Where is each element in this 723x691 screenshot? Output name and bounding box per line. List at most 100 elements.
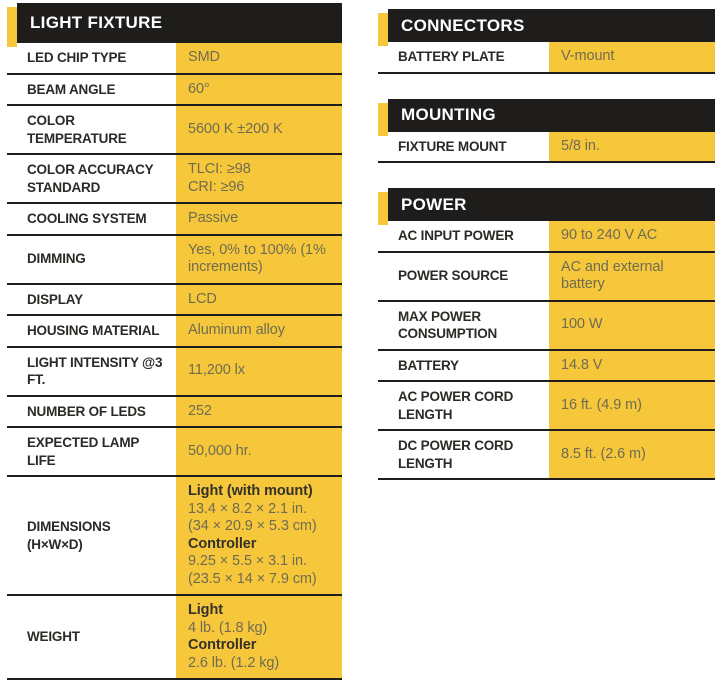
spec-value-line: Passive (188, 210, 239, 226)
spec-value-line: Aluminum alloy (188, 322, 285, 338)
spec-value-cell: 100 W (549, 301, 715, 349)
spec-value-cell: LCD (176, 284, 342, 314)
spec-value-cell: Passive (176, 204, 342, 234)
spec-label-cell: DIMENSIONS (H×W×D) (7, 477, 176, 594)
spec-value-line: V-mount (561, 48, 615, 64)
spec-value-line: 2.6 lb. (1.2 kg) (188, 654, 280, 671)
header-accent-tab (378, 192, 388, 225)
header-accent-tab (378, 13, 388, 46)
spec-row: COOLING SYSTEM Passive (7, 204, 342, 236)
spec-row: FIXTURE MOUNT 5/8 in. (378, 131, 715, 163)
spec-table-power: POWER AC INPUT POWER 90 to 240 V AC POWER S… (378, 188, 715, 480)
spec-value-cell: Yes, 0% to 100% (1% increments) (176, 235, 342, 283)
spec-value-cell: 11,200 lx (176, 347, 342, 395)
spec-row: POWER SOURCE AC and external battery (378, 252, 715, 302)
spec-value-cell: Light 4 lb. (1.8 kg) Controller 2.6 lb. (1.… (176, 596, 342, 678)
spec-label-cell: BATTERY (378, 350, 549, 380)
spec-value-line: Yes, 0% to 100% (1% increments) (188, 241, 326, 276)
spec-table-light-fixture: LIGHT FIXTURE LED CHIP TYPE SMD BEAM ANGLE 6… (7, 3, 342, 680)
spec-value-cell: TLCI: ≥98 CRI: ≥96 (176, 155, 342, 202)
spec-value-cell: AC and external battery (549, 252, 715, 300)
spec-value-line: Controller (188, 535, 257, 552)
spec-row: BATTERY 14.8 V (378, 350, 715, 382)
spec-value-line: Light (188, 602, 223, 618)
spec-value-cell: 252 (176, 396, 342, 426)
spec-row: DC POWER CORD LENGTH 8.5 ft. (2.6 m) (378, 431, 715, 480)
spec-value-line: (23.5 × 14 × 7.9 cm) (188, 570, 317, 587)
spec-row: EXPECTED LAMP LIFE 50,000 hr. (7, 428, 342, 477)
spec-table-mounting: MOUNTING FIXTURE MOUNT 5/8 in. (378, 98, 715, 163)
spec-row: DIMMING Yes, 0% to 100% (1% increments) (7, 235, 342, 285)
spec-value-line: AC and external battery (561, 258, 664, 293)
spec-value-cell: 90 to 240 V AC (549, 221, 715, 251)
header-accent-tab (378, 102, 388, 136)
spec-value-line: 8.5 ft. (2.6 m) (561, 445, 646, 462)
spec-row: LIGHT INTENSITY @3 FT. 11,200 lx (7, 347, 342, 397)
spec-value-cell: V-mount (549, 42, 715, 72)
section-header-mounting: MOUNTING (378, 98, 715, 136)
spec-value-line: (34 × 20.9 × 5.3 cm) (188, 518, 317, 534)
spec-value-line: 11,200 lx (188, 362, 245, 379)
spec-row: DIMENSIONS (H×W×D) Light (with mount) 13.4… (7, 477, 342, 596)
spec-label-cell: WEIGHT (7, 596, 176, 678)
spec-value-line: 100 W (561, 316, 603, 333)
section-header-power: POWER (378, 188, 715, 225)
spec-row: BEAM ANGLE 60° (7, 74, 342, 106)
spec-row: AC POWER CORD LENGTH 16 ft. (4.9 m) (378, 382, 715, 431)
spec-row: MAX POWER CONSUMPTION 100 W (378, 301, 715, 351)
spec-label-cell: AC INPUT POWER (378, 221, 549, 251)
spec-value-cell: Light (with mount) 13.4 × 8.2 × 2.1 in. (3… (176, 477, 342, 594)
spec-row: COLOR ACCURACY STANDARD TLCI: ≥98 CRI: ≥96 (7, 155, 342, 204)
spec-row: WEIGHT Light 4 lb. (1.8 kg) Controller 2.6 l… (7, 596, 342, 680)
spec-value-line: 5600 K ±200 K (188, 120, 283, 137)
spec-value-line: CRI: ≥96 (188, 178, 245, 195)
spec-label-cell: AC POWER CORD LENGTH (378, 382, 549, 429)
spec-value-line: 90 to 240 V AC (561, 227, 658, 243)
spec-label-cell: BEAM ANGLE (7, 74, 176, 104)
spec-value-cell: 50,000 hr. (176, 428, 342, 475)
spec-row: LED CHIP TYPE SMD (7, 43, 342, 75)
section-title: LIGHT FIXTURE (17, 3, 342, 43)
header-accent-tab (7, 7, 17, 47)
left-column: LIGHT FIXTURE LED CHIP TYPE SMD BEAM ANGLE 6… (7, 3, 342, 680)
spec-value-line: 14.8 V (561, 356, 603, 373)
spec-value-cell: 16 ft. (4.9 m) (549, 382, 715, 429)
section-header-connectors: CONNECTORS (378, 9, 715, 46)
spec-row: NUMBER OF LEDS 252 (7, 396, 342, 428)
spec-label-cell: DISPLAY (7, 284, 176, 314)
spec-label-cell: LIGHT INTENSITY @3 FT. (7, 347, 176, 395)
spec-row: HOUSING MATERIAL Aluminum alloy (7, 316, 342, 348)
spec-value-line: 5/8 in. (561, 137, 600, 154)
spec-value-cell: 8.5 ft. (2.6 m) (549, 431, 715, 478)
section-title: POWER (388, 188, 715, 221)
spec-value-line: 50,000 hr. (188, 442, 252, 459)
spec-table-connectors: CONNECTORS BATTERY PLATE V-mount (378, 9, 715, 74)
spec-label-cell: EXPECTED LAMP LIFE (7, 428, 176, 475)
spec-row: AC INPUT POWER 90 to 240 V AC (378, 221, 715, 253)
spec-label-cell: NUMBER OF LEDS (7, 396, 176, 426)
spec-value-line: 4 lb. (1.8 kg) (188, 619, 268, 636)
spec-label-cell: COOLING SYSTEM (7, 204, 176, 234)
spec-label-cell: COLOR ACCURACY STANDARD (7, 155, 176, 202)
spec-label-cell: POWER SOURCE (378, 252, 549, 300)
spec-label-cell: MAX POWER CONSUMPTION (378, 301, 549, 349)
spec-value-line: SMD (188, 49, 220, 65)
spec-label-cell: BATTERY PLATE (378, 42, 549, 72)
spec-label-cell: DIMMING (7, 235, 176, 283)
spec-value-cell: 5/8 in. (549, 131, 715, 161)
spec-value-cell: 14.8 V (549, 350, 715, 380)
spec-value-cell: SMD (176, 43, 342, 73)
spec-value-line: Light (with mount) (188, 483, 313, 499)
spec-label-cell: HOUSING MATERIAL (7, 316, 176, 346)
spec-row: BATTERY PLATE V-mount (378, 42, 715, 74)
spec-value-cell: 5600 K ±200 K (176, 106, 342, 153)
section-header-light-fixture: LIGHT FIXTURE (7, 3, 342, 47)
spec-value-line: LCD (188, 290, 217, 307)
right-column: CONNECTORS BATTERY PLATE V-mount MOUNTING FI… (378, 9, 715, 480)
spec-value-line: 252 (188, 402, 212, 419)
spec-value-line: 16 ft. (4.9 m) (561, 396, 642, 413)
section-title: CONNECTORS (388, 9, 715, 42)
spec-value-line: Controller (188, 637, 257, 653)
spec-label-cell: DC POWER CORD LENGTH (378, 431, 549, 478)
